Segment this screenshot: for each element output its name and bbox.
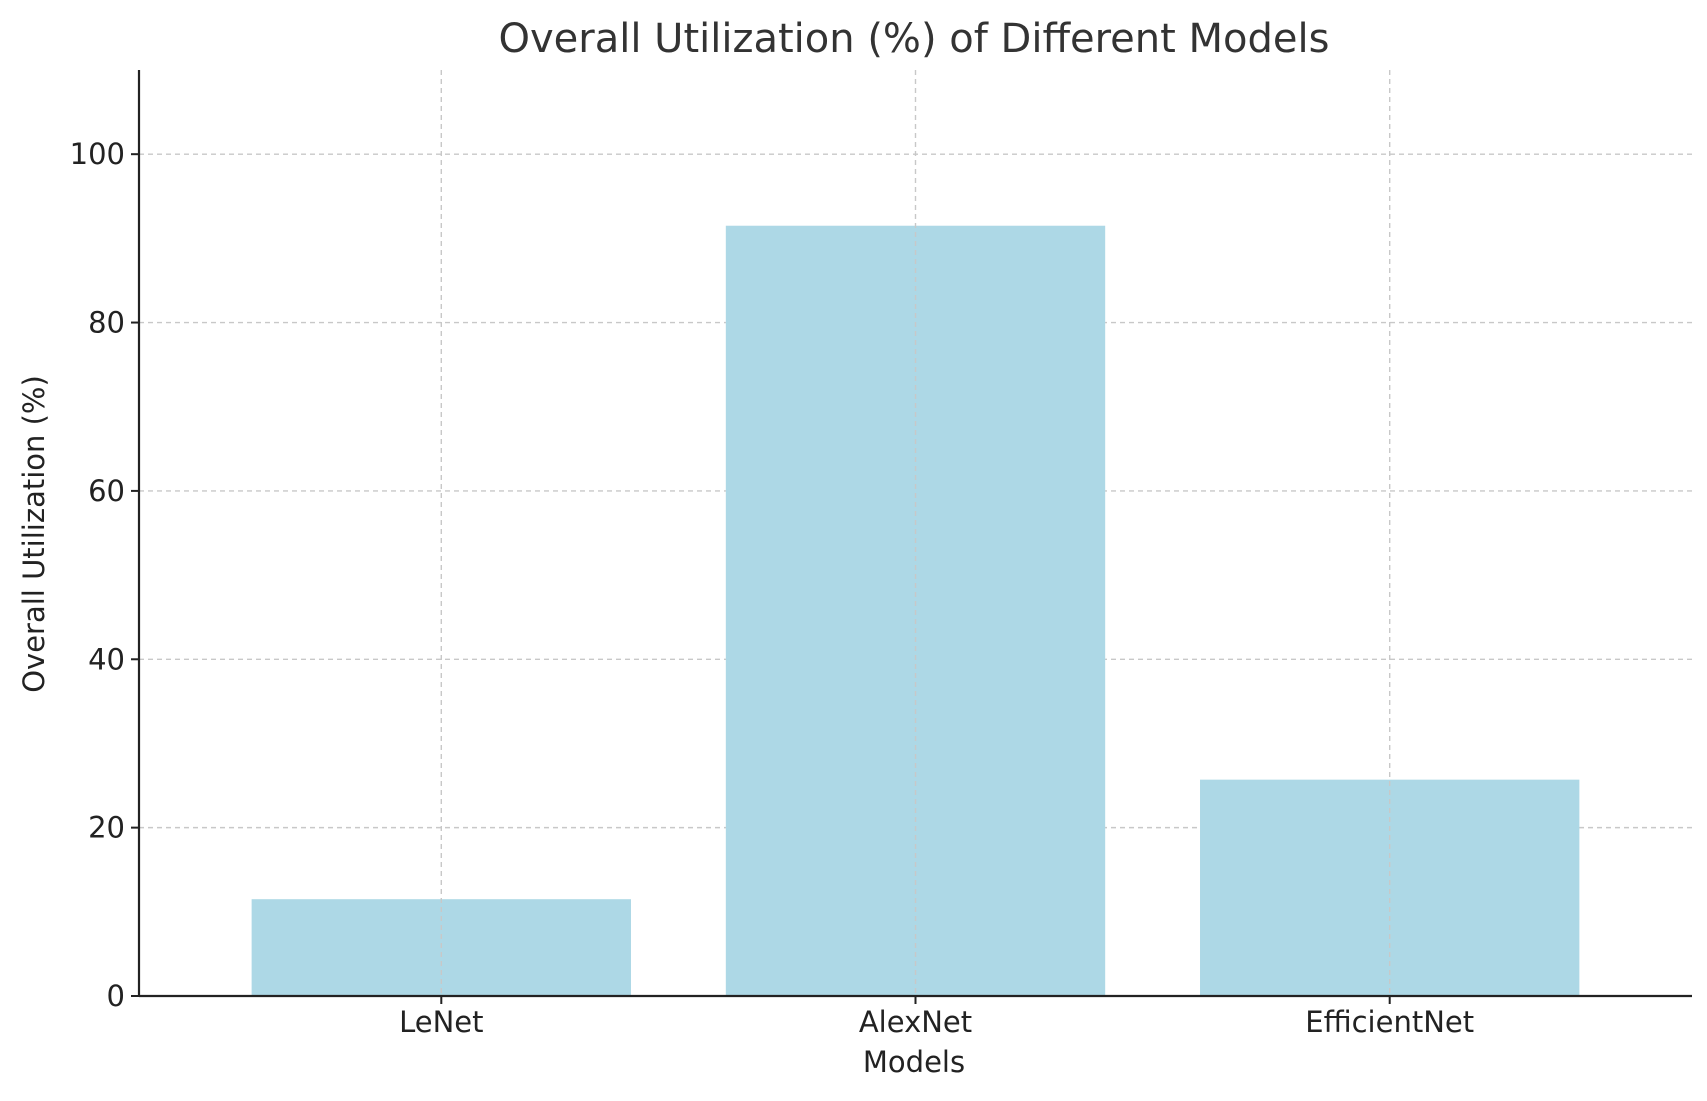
vertical-grid-layer — [440, 70, 1391, 996]
axis-layer — [131, 70, 1692, 1004]
y-tick-labels: 0 20 40 60 80 100 — [70, 137, 125, 1013]
x-axis-label: Models — [863, 1045, 965, 1079]
y-tick-label: 80 — [88, 306, 125, 340]
y-tick-label: 20 — [88, 811, 125, 845]
y-tick-label: 60 — [88, 474, 125, 508]
x-tick-label: EfficientNet — [1305, 1005, 1474, 1039]
y-tick-label: 40 — [88, 642, 125, 676]
chart-title: Overall Utilization (%) of Different Mod… — [499, 16, 1330, 62]
y-tick-label: 0 — [107, 979, 125, 1013]
x-tick-label: LeNet — [399, 1005, 483, 1039]
y-axis-label: Overall Utilization (%) — [17, 375, 51, 693]
bar-efficientnet — [1200, 779, 1580, 996]
y-tick-label: 100 — [70, 137, 125, 171]
x-tick-label: AlexNet — [859, 1005, 972, 1039]
x-tick-labels: LeNet AlexNet EfficientNet — [399, 1005, 1474, 1039]
